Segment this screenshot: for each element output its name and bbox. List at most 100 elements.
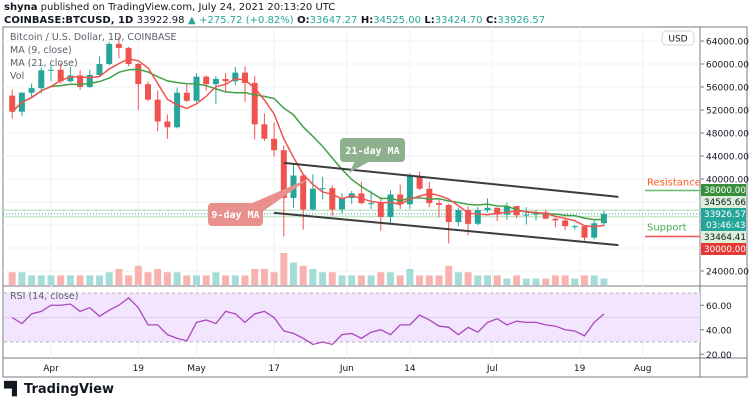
candle-down xyxy=(183,92,190,101)
volume-bar xyxy=(338,275,346,285)
lower-price-label-bg xyxy=(701,231,746,243)
ma9-line xyxy=(11,58,604,228)
candle-up xyxy=(484,207,491,211)
price-change: +275.72 (+0.82%) xyxy=(199,15,294,26)
candle-down xyxy=(222,78,229,82)
volume-bar xyxy=(173,272,181,285)
high-label: H: xyxy=(360,15,374,26)
legend-ma9[interactable]: MA (9, close) xyxy=(10,45,72,56)
volume-bar xyxy=(309,269,317,285)
volume-bar xyxy=(425,275,433,285)
symbol-info: COINBASE:BTCUSD, 1D 33922.98 ▲ +275.72 (… xyxy=(4,15,545,26)
volume-bar xyxy=(8,272,16,285)
candle-up xyxy=(523,214,530,216)
volume-bar xyxy=(144,272,152,285)
candle-down xyxy=(300,175,307,210)
y-tick-label: 60000.00 xyxy=(706,61,749,71)
candle-up xyxy=(28,88,35,93)
candle-down xyxy=(377,203,384,217)
volume-bar xyxy=(474,275,482,285)
x-tick-label: 14 xyxy=(404,364,416,374)
channel-upper-line xyxy=(283,161,619,198)
y-tick-label: 40000.00 xyxy=(706,176,749,186)
support-price-label-bg xyxy=(701,243,746,255)
symbol: COINBASE:BTCUSD, 1D xyxy=(4,15,134,26)
author-name[interactable]: shyna xyxy=(4,2,38,13)
low-value: 33424.70 xyxy=(434,15,483,26)
last-price: 33922.98 xyxy=(136,15,185,26)
volume-bar xyxy=(251,269,259,285)
current-price-label-countdown: 03:46:43 xyxy=(706,221,746,231)
volume-bar xyxy=(377,272,385,285)
ma21-callout-label: 21-day MA xyxy=(345,146,399,157)
resistance-price-label: 38000.00 xyxy=(704,186,746,196)
upper-price-label-bg xyxy=(701,196,746,208)
legend-ma21[interactable]: MA (21, close) xyxy=(10,58,78,69)
x-tick-label: 17 xyxy=(268,364,279,374)
candle-down xyxy=(562,220,569,227)
candle-down xyxy=(203,76,210,85)
volume-bar xyxy=(600,278,608,285)
candle-down xyxy=(445,204,452,223)
legend-vol[interactable]: Vol xyxy=(10,71,25,82)
x-tick-label: Apr xyxy=(43,364,59,374)
candle-up xyxy=(474,210,481,224)
candle-up xyxy=(106,43,113,64)
candle-down xyxy=(154,99,161,122)
currency-button-label: USD xyxy=(668,35,687,45)
y-tick-label: 44000.00 xyxy=(706,153,749,163)
candle-down xyxy=(77,75,84,87)
candle-up xyxy=(339,197,345,210)
volume-bar xyxy=(193,275,200,285)
volume-bar xyxy=(96,275,103,285)
volume-bar xyxy=(571,278,579,285)
candle-down xyxy=(552,218,559,221)
rsi-tick-label: 60.00 xyxy=(706,302,732,312)
candle-down xyxy=(242,72,248,83)
volume-bar xyxy=(115,269,123,285)
volume-bar xyxy=(290,262,297,285)
candle-down xyxy=(416,176,423,189)
current-price-label: 33926.57 xyxy=(704,210,746,220)
y-tick-label: 48000.00 xyxy=(706,130,749,140)
x-tick-label: Jun xyxy=(339,364,354,374)
candle-up xyxy=(212,78,219,85)
ma21-line xyxy=(11,68,604,221)
volume-bar xyxy=(367,275,375,285)
candle-up xyxy=(193,76,200,101)
candle-down xyxy=(145,84,151,100)
volume-bar xyxy=(493,275,501,285)
legend-rsi[interactable]: RSI (14, close) xyxy=(10,291,79,302)
volume-bar xyxy=(513,275,521,285)
volume-bar xyxy=(57,275,65,285)
ma21-callout-pointer xyxy=(349,161,370,173)
publish-info: shyna published on TradingView.com, July… xyxy=(4,2,335,13)
currency-button[interactable] xyxy=(661,30,695,46)
volume-bar xyxy=(542,278,550,285)
tradingview-brand: TradingView xyxy=(24,382,115,397)
volume-bar xyxy=(590,275,598,285)
volume-bar xyxy=(66,275,74,285)
rsi-tick-label: 40.00 xyxy=(706,326,732,336)
up-arrow-icon: ▲ xyxy=(187,15,196,26)
current-price-label-bg xyxy=(701,208,746,231)
volume-bar xyxy=(484,275,491,285)
candle-up xyxy=(67,75,74,82)
y-tick-label: 52000.00 xyxy=(706,107,749,117)
candle-down xyxy=(261,124,268,139)
x-tick-label: Aug xyxy=(634,364,652,374)
candle-up xyxy=(96,64,103,75)
volume-bar xyxy=(532,278,540,285)
candle-down xyxy=(542,212,549,219)
volume-bar xyxy=(28,275,36,285)
candle-down xyxy=(426,188,433,204)
volume-bar xyxy=(435,275,443,285)
volume-bar xyxy=(47,275,55,285)
volume-bar xyxy=(357,275,365,285)
volume-bar xyxy=(551,275,559,285)
volume-bar xyxy=(416,275,424,285)
volume-bar xyxy=(270,272,278,285)
volume-bar xyxy=(76,275,84,285)
candle-up xyxy=(232,72,239,82)
